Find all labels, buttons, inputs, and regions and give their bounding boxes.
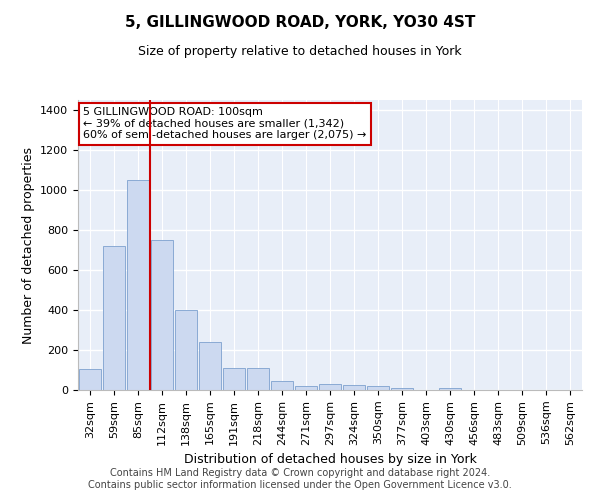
Bar (391, 388, 413, 390)
Bar (319, 384, 341, 390)
Text: Size of property relative to detached houses in York: Size of property relative to detached ho… (138, 45, 462, 58)
Text: 5, GILLINGWOOD ROAD, YORK, YO30 4ST: 5, GILLINGWOOD ROAD, YORK, YO30 4ST (125, 15, 475, 30)
Y-axis label: Number of detached properties: Number of detached properties (22, 146, 35, 344)
Bar (199, 342, 221, 390)
Bar (367, 386, 389, 390)
Bar (247, 368, 269, 390)
Bar (343, 385, 365, 390)
Bar (127, 180, 149, 390)
Bar (439, 388, 461, 390)
Text: 5 GILLINGWOOD ROAD: 100sqm
← 39% of detached houses are smaller (1,342)
60% of s: 5 GILLINGWOOD ROAD: 100sqm ← 39% of deta… (83, 108, 367, 140)
Bar (79, 369, 101, 390)
Bar (103, 246, 125, 390)
Bar (175, 310, 197, 390)
Bar (223, 368, 245, 390)
Bar (295, 386, 317, 390)
Bar (151, 240, 173, 390)
Bar (271, 380, 293, 390)
Text: Contains HM Land Registry data © Crown copyright and database right 2024.
Contai: Contains HM Land Registry data © Crown c… (88, 468, 512, 490)
X-axis label: Distribution of detached houses by size in York: Distribution of detached houses by size … (184, 453, 476, 466)
